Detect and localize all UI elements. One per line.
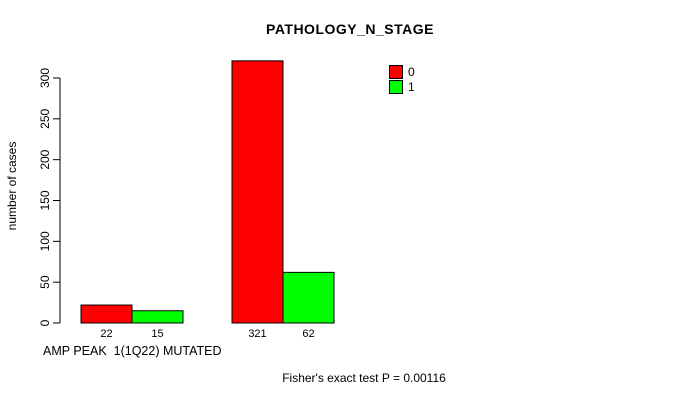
legend-item-1: 1 xyxy=(389,80,415,94)
legend-label-0: 0 xyxy=(408,65,415,79)
bar-value-label: 15 xyxy=(151,328,163,340)
y-tick-label: 150 xyxy=(38,190,52,210)
legend: 0 1 xyxy=(389,65,415,94)
bar-group1-series-1 xyxy=(131,310,184,324)
y-tick-label: 250 xyxy=(38,109,52,129)
bar-value-label: 62 xyxy=(302,328,314,340)
legend-swatch-red xyxy=(389,65,403,79)
bar-value-label: 321 xyxy=(248,328,266,340)
legend-item-0: 0 xyxy=(389,65,415,79)
legend-swatch-green xyxy=(389,80,403,94)
y-tick-label: 100 xyxy=(38,231,52,251)
chart-title: PATHOLOGY_N_STAGE xyxy=(266,21,434,37)
bar-group2-series-1 xyxy=(282,271,335,324)
bar-group1-series-0 xyxy=(80,304,133,324)
y-tick-label: 0 xyxy=(38,319,52,326)
x-axis-label: AMP PEAK 1(1Q22) MUTATED xyxy=(43,344,222,358)
y-tick-label: 300 xyxy=(38,68,52,88)
bar-value-label: 22 xyxy=(100,328,112,340)
legend-label-1: 1 xyxy=(408,80,415,94)
y-tick-label: 200 xyxy=(38,149,52,169)
y-tick-label: 50 xyxy=(38,275,52,289)
bar-group2-series-0 xyxy=(231,60,284,324)
stat-annotation: Fisher's exact test P = 0.00116 xyxy=(282,371,446,385)
